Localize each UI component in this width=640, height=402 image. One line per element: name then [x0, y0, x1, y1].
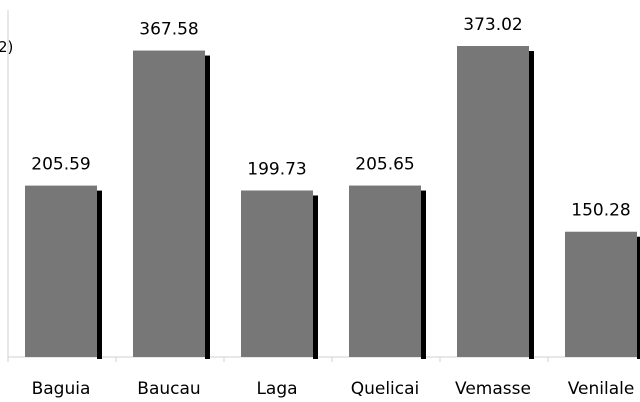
x-tick-label-vemasse: Vemasse [455, 379, 531, 399]
bar-shadow [313, 195, 318, 359]
chart-bars [25, 46, 640, 360]
bar-venilale [565, 231, 637, 357]
x-tick-label-baucau: Baucau [137, 379, 200, 399]
bar-shadow [205, 55, 210, 359]
bar-baguia [25, 185, 97, 357]
bar-shadow [97, 190, 102, 359]
bar-baucau [133, 50, 205, 357]
data-label-venilale: 150.28 [571, 201, 630, 221]
data-label-laga: 199.73 [247, 159, 306, 179]
x-tick-label-quelicai: Quelicai [351, 379, 420, 399]
chart-data-labels: 205.59 367.58 199.73 205.65 373.02 150.28 [31, 15, 630, 221]
x-tick-label-baguia: Baguia [32, 379, 91, 399]
bar-vemasse [457, 46, 529, 358]
data-label-baguia: 205.59 [31, 155, 90, 175]
data-label-vemasse: 373.02 [463, 15, 522, 35]
bar-shadow [529, 51, 534, 360]
bar-quelicai [349, 185, 421, 357]
chart-x-tick-labels: Baguia Baucau Laga Quelicai Vemasse Venilale [32, 379, 635, 399]
bar-shadow [637, 236, 640, 359]
y-axis-label: 2) [0, 38, 13, 56]
data-label-baucau: 367.58 [139, 20, 198, 40]
bar-shadow [421, 190, 426, 359]
data-label-quelicai: 205.65 [355, 155, 414, 175]
x-tick-label-laga: Laga [256, 379, 297, 399]
chart-axes [7, 10, 640, 362]
x-tick-label-venilale: Venilale [568, 379, 635, 399]
bar-laga [241, 190, 313, 357]
